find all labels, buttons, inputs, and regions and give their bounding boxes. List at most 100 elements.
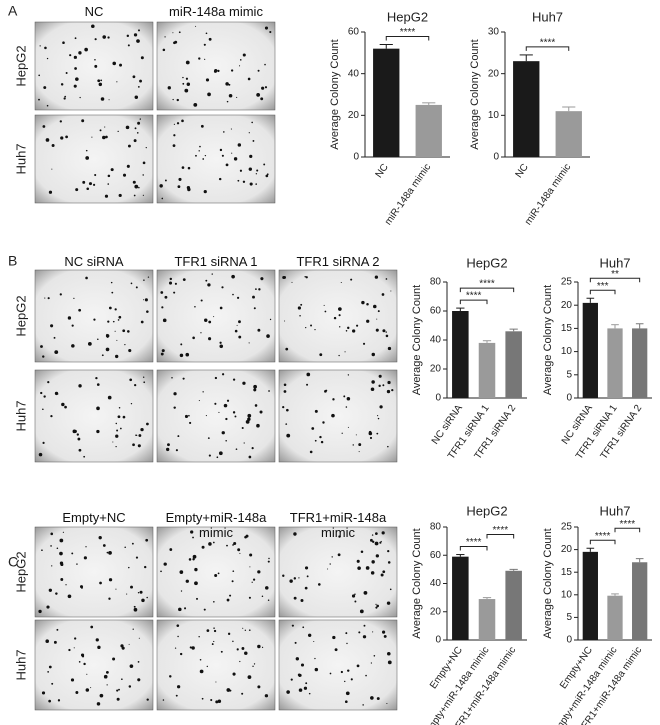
colony-dot	[91, 24, 95, 29]
colony-dot	[137, 86, 140, 88]
colony-dot	[136, 434, 138, 436]
y-axis-label: Average Colony Count	[542, 285, 554, 395]
colony-dot	[345, 406, 348, 408]
colony-dot	[249, 182, 253, 186]
colony-dot	[108, 551, 112, 555]
colony-dot	[291, 281, 293, 283]
bar	[415, 104, 442, 157]
colony-dot	[264, 63, 266, 66]
colony-dot	[337, 553, 341, 557]
colony-dot	[283, 383, 287, 387]
colony-dot	[252, 665, 254, 668]
colony-dot	[85, 149, 88, 152]
row-label: HepG2	[13, 551, 28, 592]
colony-dot	[45, 639, 49, 643]
colony-dot	[260, 97, 264, 101]
colony-dot	[164, 295, 168, 299]
bar	[632, 562, 648, 640]
colony-dot	[38, 98, 40, 101]
colony-dot	[207, 283, 211, 287]
significance-bracket	[614, 527, 641, 533]
colony-dot	[314, 328, 316, 331]
colony-dot	[119, 427, 122, 430]
colony-dot	[310, 324, 313, 327]
colony-dot	[372, 631, 374, 633]
y-tick-label: 80	[430, 277, 442, 288]
colony-dot	[239, 169, 243, 172]
significance-bracket	[589, 539, 616, 545]
colony-dot	[43, 395, 46, 398]
colony-dot	[390, 290, 392, 292]
y-tick-label: 10	[488, 110, 500, 121]
colony-dot	[329, 672, 332, 675]
colony-dot	[362, 704, 364, 706]
colony-dot	[112, 657, 116, 661]
colony-dot	[84, 47, 88, 52]
colony-dot	[371, 380, 375, 384]
colony-dot	[134, 383, 137, 387]
column-title: miR-148a mimic	[169, 4, 263, 19]
colony-dot	[146, 596, 148, 599]
colony-dot	[231, 580, 234, 583]
colony-dot	[110, 168, 114, 172]
colony-dot	[106, 684, 108, 686]
chart-title: Huh7	[599, 255, 630, 270]
colony-dot	[198, 150, 200, 152]
colony-dot	[108, 597, 111, 600]
colony-dot	[105, 135, 108, 139]
colony-dot	[387, 561, 391, 564]
colony-dot	[132, 443, 135, 447]
colony-dot	[173, 134, 176, 137]
colony-dot	[107, 336, 109, 338]
colony-dot	[294, 641, 297, 644]
colony-dot	[320, 440, 324, 444]
colony-dot	[304, 566, 309, 570]
colony-dot	[253, 384, 257, 389]
colony-dot	[213, 69, 217, 73]
colony-dot	[221, 154, 224, 157]
colony-dot	[121, 678, 123, 681]
colony-dot	[376, 432, 379, 435]
colony-dot	[256, 169, 259, 172]
colony-dot	[354, 593, 356, 595]
colony-dot	[356, 324, 359, 327]
colony-dot	[352, 444, 354, 446]
colony-dot	[379, 405, 383, 409]
colony-dot	[115, 445, 117, 448]
colony-dot	[293, 596, 297, 600]
colony-dot	[257, 328, 261, 332]
colony-dot	[51, 565, 53, 567]
colony-dot	[269, 318, 272, 321]
colony-dot	[140, 427, 144, 432]
colony-dot	[255, 288, 257, 291]
colony-dot	[207, 92, 211, 97]
colony-dot	[283, 275, 287, 279]
colony-dot	[192, 558, 195, 561]
colony-dot	[376, 697, 380, 701]
colony-dot	[205, 32, 208, 35]
colony-dot	[268, 390, 270, 392]
colony-dot	[107, 36, 110, 39]
colony-dot	[122, 415, 126, 419]
colony-dot	[219, 306, 223, 310]
colony-dot	[47, 671, 49, 673]
colony-dot	[130, 585, 133, 589]
colony-dot	[172, 32, 174, 34]
colony-dot	[137, 121, 141, 125]
colony-dot	[128, 643, 130, 645]
y-tick-label: 60	[430, 306, 442, 317]
bar	[513, 61, 540, 157]
colony-dot	[54, 391, 59, 396]
colony-dot	[305, 682, 308, 685]
colony-dot	[387, 380, 391, 385]
colony-dot	[64, 405, 67, 409]
colony-image	[156, 526, 276, 618]
colony-dot	[78, 308, 82, 312]
colony-dot	[261, 595, 264, 597]
chart-title: HepG2	[466, 255, 507, 270]
colony-dot	[133, 605, 136, 608]
colony-dot	[261, 646, 264, 649]
colony-dot	[382, 630, 386, 634]
colony-dot	[42, 408, 44, 411]
colony-dot	[106, 333, 108, 336]
